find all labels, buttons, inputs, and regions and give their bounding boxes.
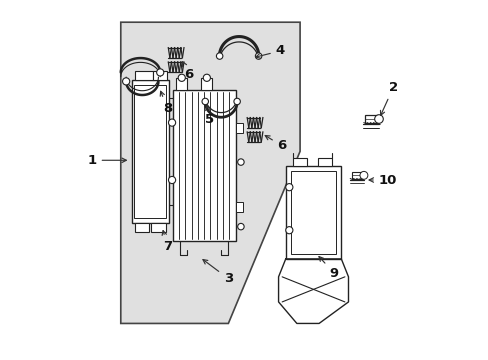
Bar: [235, 123, 242, 134]
Circle shape: [203, 74, 210, 81]
Circle shape: [374, 115, 383, 123]
Text: 6: 6: [264, 135, 286, 152]
Polygon shape: [121, 22, 300, 323]
Bar: [201, 78, 212, 90]
Circle shape: [359, 171, 367, 179]
Text: 6: 6: [182, 62, 193, 81]
Circle shape: [168, 119, 175, 126]
Bar: [290, 171, 335, 253]
Text: 10: 10: [368, 174, 396, 186]
Bar: [153, 71, 167, 80]
Bar: [135, 71, 153, 80]
Circle shape: [285, 226, 292, 234]
Circle shape: [122, 78, 129, 85]
Text: 3: 3: [203, 260, 232, 285]
Bar: [134, 85, 166, 218]
Bar: [317, 158, 332, 166]
Bar: [365, 116, 378, 123]
Circle shape: [255, 53, 261, 59]
Bar: [135, 223, 149, 232]
Text: 5: 5: [205, 106, 214, 126]
Text: 4: 4: [255, 44, 285, 58]
Circle shape: [156, 69, 163, 76]
Text: 2: 2: [380, 81, 397, 115]
Bar: [285, 166, 341, 259]
Circle shape: [168, 176, 175, 184]
Bar: [131, 80, 169, 223]
Circle shape: [285, 184, 292, 191]
Circle shape: [216, 53, 223, 59]
Bar: [292, 158, 306, 166]
Circle shape: [202, 98, 208, 105]
Bar: [176, 78, 187, 90]
Bar: [351, 172, 362, 179]
Bar: [235, 202, 242, 212]
Text: 8: 8: [160, 91, 172, 115]
Circle shape: [237, 224, 244, 230]
Text: 1: 1: [87, 154, 126, 167]
Bar: [172, 90, 235, 241]
Circle shape: [178, 74, 185, 81]
Circle shape: [237, 159, 244, 165]
Bar: [151, 223, 165, 232]
Text: 9: 9: [318, 257, 338, 280]
Circle shape: [233, 98, 240, 105]
Text: 7: 7: [162, 230, 172, 253]
